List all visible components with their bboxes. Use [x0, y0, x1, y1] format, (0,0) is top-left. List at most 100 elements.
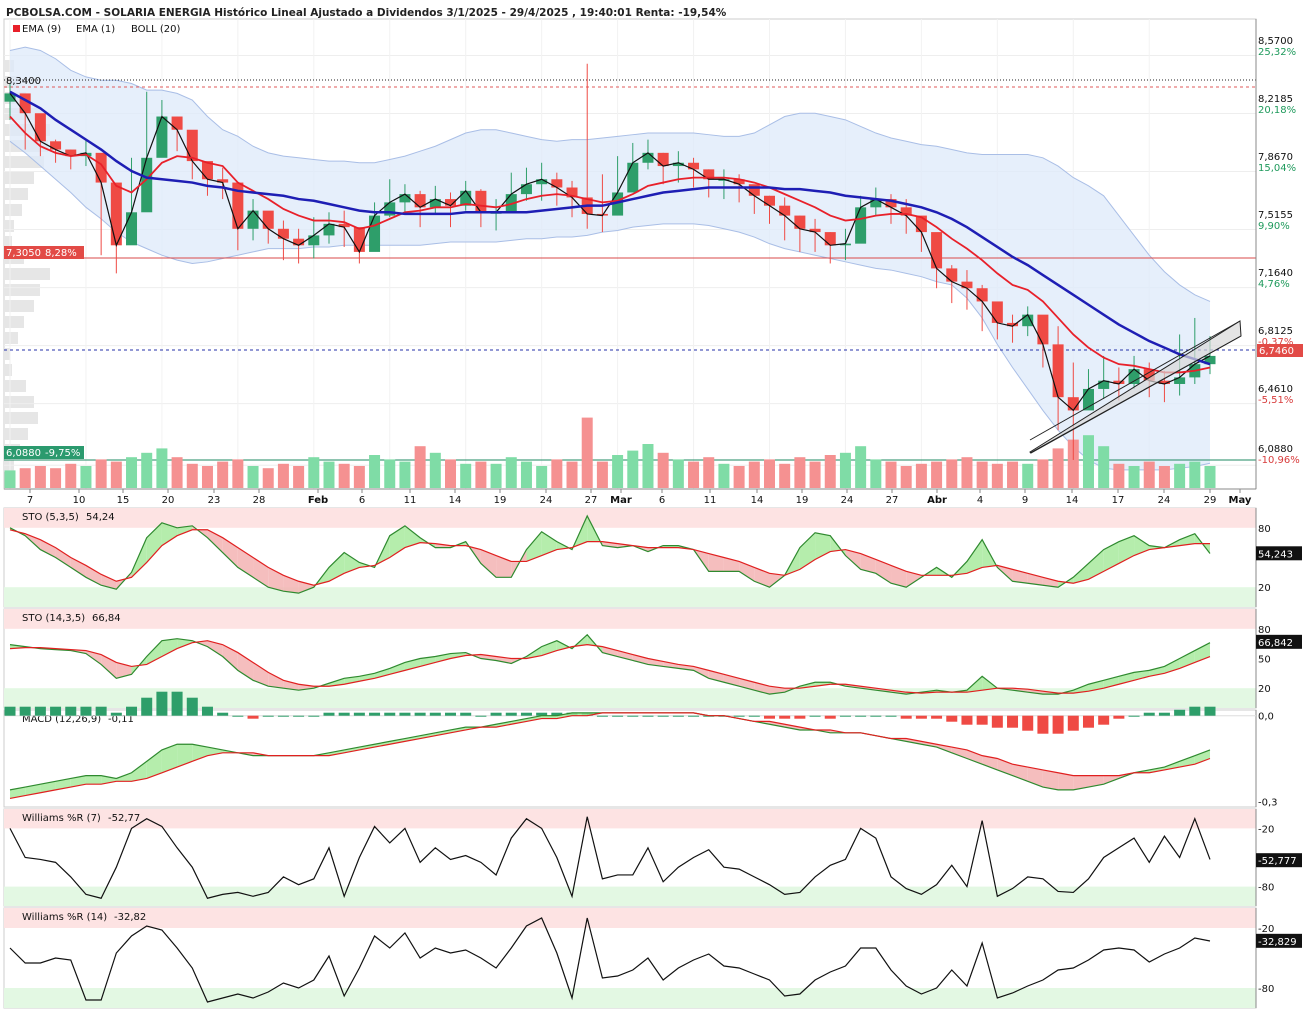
fill-segment [1073, 684, 1089, 694]
date-tick: 17 [1112, 495, 1125, 506]
candle-body [369, 215, 381, 252]
fill-segment [966, 749, 983, 765]
macd-histogram-bar [186, 697, 198, 716]
candle-body [65, 149, 77, 157]
price-tick: 7,1640 [1258, 268, 1293, 279]
volume-bar [520, 461, 532, 488]
williams-r-7-panel: -20 -80 Williams %R (7) -52,77 -52,777 [3, 808, 1302, 907]
overbought-zone [4, 809, 1256, 829]
chart-title: PCBOLSA.COM - SOLARIA ENERGIA Histórico … [6, 7, 727, 19]
date-tick: 10 [73, 495, 86, 506]
candle [931, 232, 943, 289]
macd-histogram-bar [748, 715, 760, 717]
macd-histogram-bar [445, 712, 457, 716]
fill-segment [1027, 689, 1043, 695]
volume-bar [885, 461, 897, 488]
macd-histogram-bar [612, 715, 624, 717]
panel-label: STO (5,3,5) [22, 512, 79, 523]
candle-body [915, 215, 927, 233]
percent-tick: 20,18% [1258, 105, 1296, 116]
volume-bar [414, 446, 426, 488]
fill-segment [389, 738, 405, 745]
candle-body [277, 228, 289, 239]
candle-body [520, 184, 532, 195]
candle [748, 184, 760, 214]
candle [1128, 355, 1140, 389]
legend: EMA (9) EMA (1) BOLL (20) [13, 24, 181, 35]
candle [34, 113, 46, 157]
candle [65, 149, 77, 170]
reference-price-label: 7,3050 [6, 248, 41, 259]
candle-body [976, 288, 988, 302]
macd-histogram-bar [763, 715, 775, 719]
candle [19, 93, 31, 150]
volume-bar [1189, 461, 1201, 488]
macd-histogram-bar [627, 715, 639, 717]
candle [384, 179, 396, 218]
last-price-label: 6,7460 [1259, 346, 1294, 357]
fill-segment [328, 749, 345, 756]
volume-profile-bar [4, 236, 12, 248]
fill-segment [1088, 549, 1104, 580]
value-tag-bg [1256, 546, 1302, 561]
macd-histogram-bar [323, 712, 335, 716]
volume-bar [1113, 463, 1125, 488]
fill-segment [587, 634, 603, 653]
volume-bar [809, 461, 821, 488]
fill-segment [875, 559, 892, 584]
candle-body [1037, 314, 1049, 345]
macd-histogram-bar [855, 715, 867, 717]
macd-histogram-bar [596, 715, 608, 717]
candle-body [870, 199, 882, 208]
candle-body [4, 93, 16, 102]
volume-bar [566, 461, 578, 488]
fill-segment [10, 787, 26, 799]
fill-segment [192, 744, 208, 762]
fill-segment [480, 549, 497, 578]
macd-histogram-bar [429, 712, 441, 716]
sto-d-line [9, 529, 1210, 586]
candle-body [718, 179, 730, 181]
trend-channel [1029, 320, 1242, 454]
volume-bar [308, 457, 320, 488]
panel-value: 54,24 [86, 512, 115, 523]
candle-body [308, 235, 320, 246]
signal-line [9, 712, 1211, 800]
macd-histogram-bar [1158, 712, 1170, 716]
fill-segment [85, 775, 102, 785]
value-tag: -32,829 [1258, 937, 1297, 948]
panel-value: -32,82 [114, 912, 146, 923]
volume-bar [19, 468, 31, 488]
volume-bar [915, 463, 927, 488]
candle-body [931, 232, 943, 269]
fill-segment [951, 747, 967, 759]
fill-segment [298, 684, 314, 691]
panel-tick: -20 [1258, 924, 1274, 935]
candle-body [156, 116, 168, 158]
fill-segment [177, 638, 193, 649]
candle [445, 192, 457, 228]
candle-body [353, 227, 365, 252]
candle-body [885, 199, 897, 208]
legend-swatch-ema9 [13, 25, 20, 32]
oversold-zone [4, 988, 1256, 1008]
percent-tick: 4,76% [1258, 279, 1290, 290]
volume-profile-bar [4, 396, 34, 408]
date-tick: 6 [659, 495, 665, 506]
macd-histogram-bar [338, 712, 350, 716]
candle [1052, 326, 1064, 431]
volume-bar [460, 463, 472, 488]
candle [308, 217, 320, 259]
volume-bar [672, 459, 684, 488]
volume-profile-bar [4, 348, 10, 360]
date-tick: 24 [1158, 495, 1171, 506]
fill-segment [1103, 541, 1119, 572]
fill-segment [450, 652, 466, 659]
overbought-zone [4, 908, 1256, 928]
fill-segment [556, 712, 573, 719]
fill-segment [617, 650, 633, 661]
volume-profile-bar [4, 172, 34, 184]
volume-bar [733, 466, 745, 488]
fill-segment [602, 646, 618, 657]
legend-boll: BOLL (20) [131, 24, 181, 35]
